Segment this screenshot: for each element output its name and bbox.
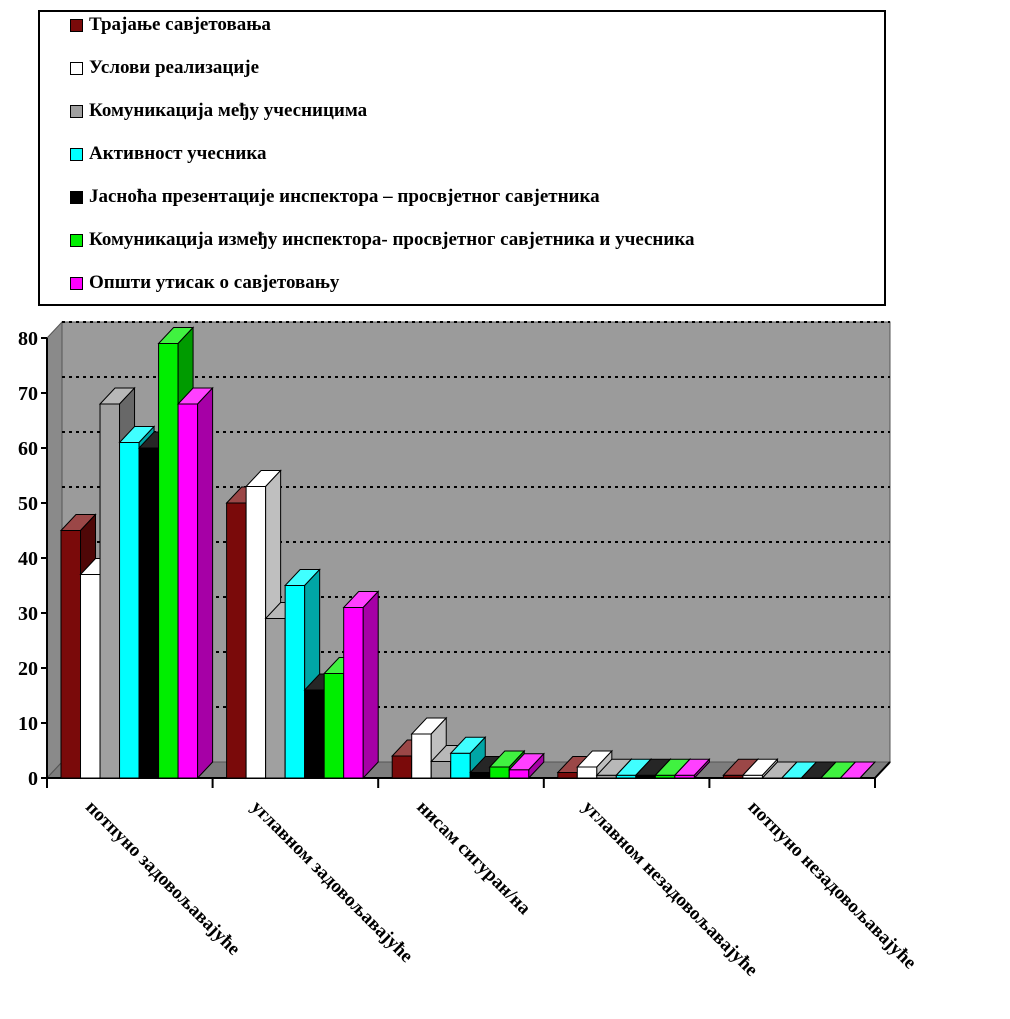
bar (557, 772, 578, 779)
legend-label: Јасноћа презентације инспектора – просвј… (89, 186, 600, 207)
x-category-label: нисам сигуран/на (412, 797, 535, 920)
legend-swatch (70, 147, 83, 161)
bar (430, 761, 452, 779)
bar (284, 585, 306, 779)
plot-side-wall (46, 320, 63, 780)
legend-item: Трајање савјетовања (70, 14, 271, 36)
bar (80, 574, 101, 779)
x-category-label: углавном незадовољавајуће (578, 797, 762, 981)
y-tick-label: 20 (18, 658, 38, 680)
bar-side (528, 752, 545, 780)
x-category-label: потпуно задовољавајуће (81, 797, 244, 960)
legend-item: Јасноћа презентације инспектора – просвј… (70, 186, 600, 208)
bar (304, 689, 325, 779)
legend-label: Комуникација међу учесницима (89, 100, 368, 121)
legend-swatch (70, 190, 83, 204)
bar (343, 607, 364, 779)
bar (411, 733, 432, 779)
x-category-label: углавном задовољавајуће (247, 797, 417, 967)
bar (245, 486, 267, 779)
legend-swatch (70, 276, 83, 290)
legend-label: Општи утисак о савјетовању (89, 272, 340, 293)
bar (576, 766, 598, 779)
bar (158, 343, 179, 779)
bar-side (197, 386, 214, 780)
bar (508, 769, 530, 779)
bar (60, 530, 82, 779)
legend-swatch (70, 18, 83, 32)
legend-label: Услови реализације (89, 57, 260, 78)
legend-label: Активност учесника (89, 143, 267, 164)
bar (450, 752, 471, 779)
bar-side (693, 757, 710, 780)
bar-side (362, 590, 379, 780)
legend-item: Општи утисак о савјетовању (70, 272, 339, 294)
legend-swatch (70, 104, 83, 118)
bar (469, 772, 491, 779)
legend-swatch (70, 233, 83, 247)
legend-item: Услови реализације (70, 57, 259, 79)
bar (489, 766, 510, 779)
chart-legend: Трајање савјетовања Услови реализације Ком… (38, 10, 886, 306)
legend-item: Комуникација између инспектора- просвјет… (70, 229, 694, 251)
x-axis-depth-line (874, 761, 891, 779)
y-tick-label: 10 (18, 713, 38, 735)
y-tick-label: 0 (28, 768, 38, 790)
y-tick-label: 70 (18, 383, 38, 405)
bar (323, 673, 345, 779)
bar-side (859, 761, 876, 779)
bar (391, 755, 413, 779)
bar (226, 502, 247, 779)
y-tick-label: 50 (18, 493, 38, 515)
legend-label: Трајање савјетовања (89, 14, 271, 35)
legend-item: Комуникација међу учесницима (70, 100, 367, 122)
bar (119, 442, 140, 779)
y-tick-label: 40 (18, 548, 38, 570)
bar (138, 447, 160, 779)
legend-item: Активност учесника (70, 143, 267, 165)
y-tick-label: 80 (18, 328, 38, 350)
bar (265, 618, 286, 779)
y-tick-label: 30 (18, 603, 38, 625)
legend-label: Комуникација између инспектора- просвјет… (89, 229, 695, 250)
legend-swatch (70, 61, 83, 75)
x-category-label: потпуно незадовољавајуће (744, 797, 921, 974)
y-tick-label: 60 (18, 438, 38, 460)
bar (177, 403, 199, 779)
bar (99, 403, 121, 779)
